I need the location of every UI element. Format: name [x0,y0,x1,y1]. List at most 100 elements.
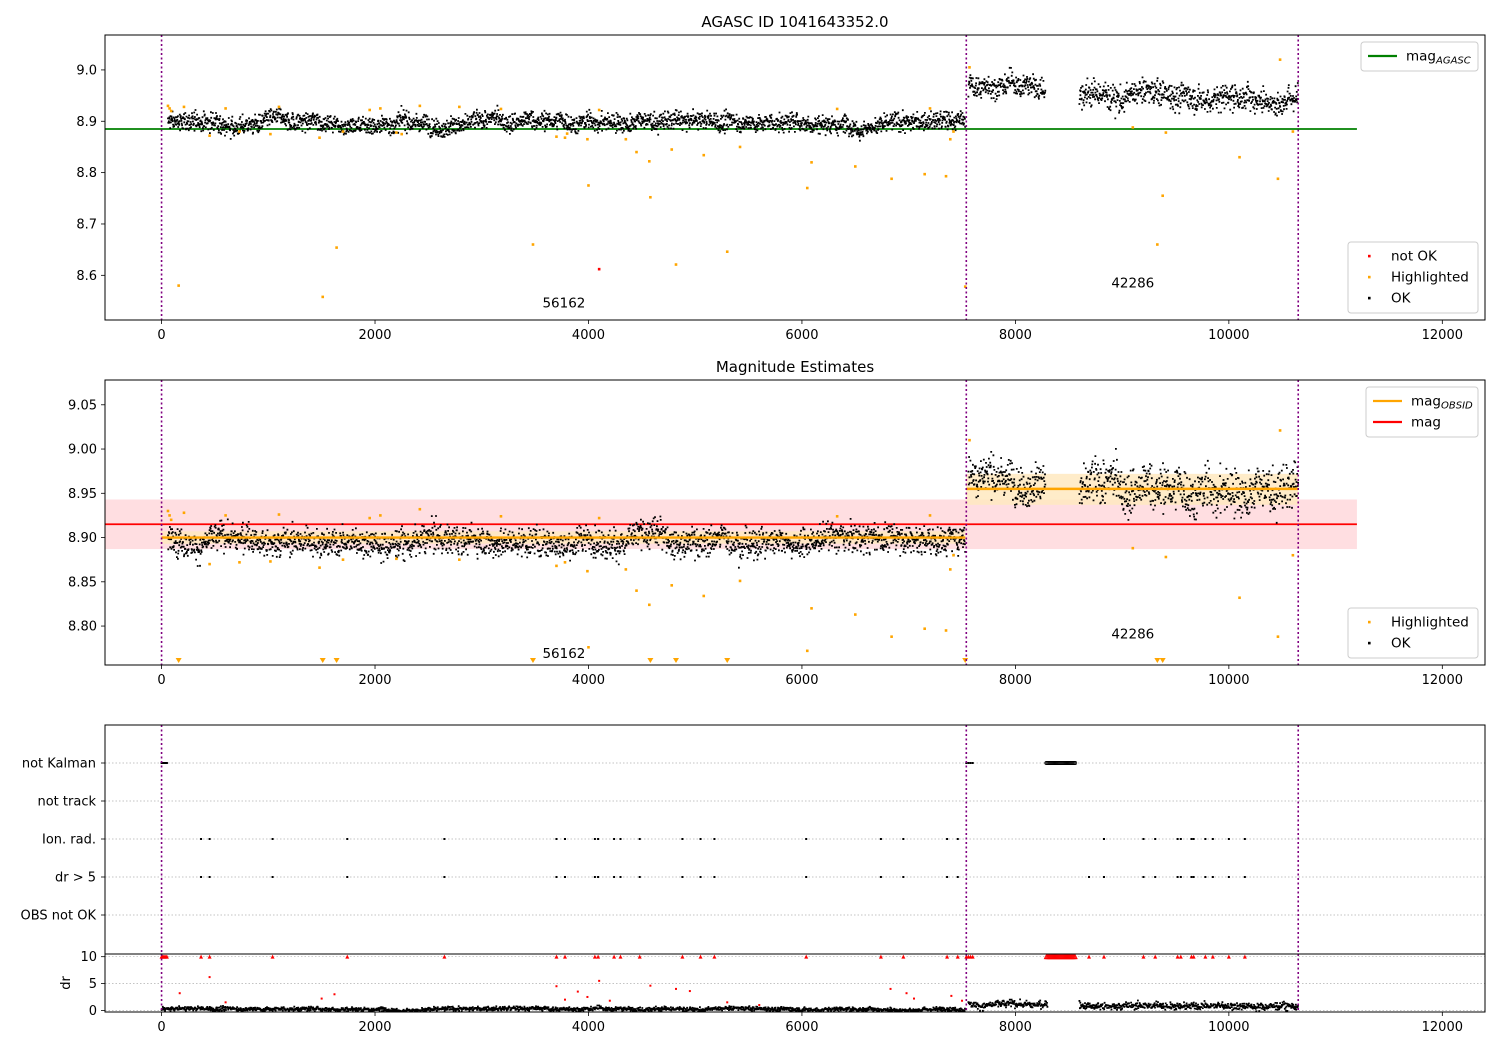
dr-capped-marker [270,954,275,959]
agasc-panel-title: AGASC ID 1041643352.0 [701,13,888,31]
dr-red-point [905,992,908,995]
flag-event-point [805,838,808,840]
flag-event-point [1088,876,1091,878]
flag-event-point [879,838,882,840]
agasc-highlighted-point [208,134,211,137]
flag-event-point [956,876,959,878]
agasc-obs-count-label: 56162 [542,296,585,312]
flag-event-point [1192,838,1195,840]
dr-capped-marker [1203,954,1208,959]
dr-capped-marker [970,954,975,959]
magest-highlighted-point [1164,555,1168,559]
agasc-highlighted-point [166,104,170,108]
dr-capped-marker [596,954,601,959]
agasc-highlighted-point [952,130,955,133]
agasc-highlighted-point [890,177,893,181]
dr-capped-marker [712,954,717,959]
dr-red-point [576,990,579,993]
dr-xtick-label: 12000 [1422,1020,1463,1035]
agasc-highlighted-point [400,132,404,136]
agasc-ytick-label: 8.9 [76,115,97,130]
magest-ok-points [1078,448,1299,524]
agasc-xtick-label: 6000 [785,328,818,343]
agasc-highlighted-point [963,285,967,288]
dr-capped-marker [345,954,350,959]
agasc-highlighted-point [458,105,461,109]
magest-bottom-legend-dot-marker [1368,620,1371,624]
dr-red-point [961,999,964,1002]
dr-capped-marker [1226,954,1231,959]
dr-capped-marker [1087,954,1092,959]
flag-event-point [162,762,165,764]
magest-highlighted-point [597,516,601,520]
dr-xtick-label: 6000 [785,1020,818,1035]
dr-red-point [608,999,611,1002]
agasc-highlighted-point [177,284,180,287]
magest-offscale-marker [529,658,536,663]
agasc-highlighted-point [725,250,729,254]
magest-highlighted-point [368,516,371,520]
flag-event-point [619,876,622,878]
agasc-highlighted-point [563,136,567,140]
magest-top-legend-subscript: OBSID [1441,401,1473,412]
agasc-highlighted-point [649,195,652,199]
flag-event-point [443,876,446,878]
dr-capped-marker [199,954,204,959]
agasc-highlighted-point [928,107,932,110]
magest-highlighted-point [624,568,628,571]
magest-highlighted-point [923,627,926,631]
flag-event-point [443,838,446,840]
agasc-bottom-legend [1347,241,1479,314]
dr-red-point [224,1001,227,1004]
magest-offscale-marker [672,658,679,663]
agasc-ytick-label: 9.0 [76,63,97,78]
dr-red-point [208,976,211,979]
flag-event-point [1211,838,1214,840]
dr-panel: 0 2000 4000 6000 8000 10000 12000 0 5 10 dr [59,950,1486,1035]
dr-red-point [564,998,566,1001]
flag-event-point [200,838,203,840]
flag-event-point [967,762,970,764]
magest-highlighted-point [586,569,589,573]
dr-capped-marker [1101,954,1106,959]
magest-highlighted-point [182,511,186,515]
flags-axes-frame [104,724,1486,955]
flag-event-point [613,876,616,878]
agasc-bottom-legend-label: OK [1391,291,1412,307]
agasc-highlighted-point [587,184,590,187]
dr-red-point [598,979,601,982]
flag-category-label: OBS not OK [21,909,97,924]
agasc-highlighted-point [1291,130,1295,133]
agasc-highlighted-point [269,132,272,136]
agasc-highlighted-point [341,130,345,133]
agasc-ytick-label: 8.6 [76,269,97,284]
flag-event-point [1176,876,1179,878]
dr-xtick-label: 8000 [999,1020,1032,1035]
magest-highlighted-point [555,564,558,568]
agasc-highlighted-point [168,107,171,110]
dr-capped-marker [1141,954,1146,959]
magest-offscale-marker [647,658,654,663]
dr-xtick-label: 10000 [1208,1020,1249,1035]
flag-event-point [713,838,716,840]
dr-ok-points [160,1004,966,1013]
agasc-highlighted-point [670,148,674,151]
agasc-panel: AGASC ID 1041643352.0 56162 42286 0 2000 400… [76,13,1486,343]
flag-event-point [346,838,349,840]
flag-event-point [713,876,716,878]
flag-event-point [613,838,616,840]
agasc-highlighted-point [810,161,813,164]
magest-offscale-marker [1154,658,1161,663]
flag-category-label: not track [37,795,96,810]
flag-event-point [597,838,600,840]
agasc-highlighted-point [1131,126,1135,129]
agasc-highlighted-point [335,246,338,249]
flag-event-point [1192,876,1195,878]
dr-red-point [333,993,336,996]
magest-top-legend [1365,386,1479,438]
magest-highlighted-point [224,514,227,517]
magest-bottom-legend-label: Highlighted [1391,615,1469,631]
magest-highlighted-point [968,438,971,442]
flag-event-point [805,876,808,878]
